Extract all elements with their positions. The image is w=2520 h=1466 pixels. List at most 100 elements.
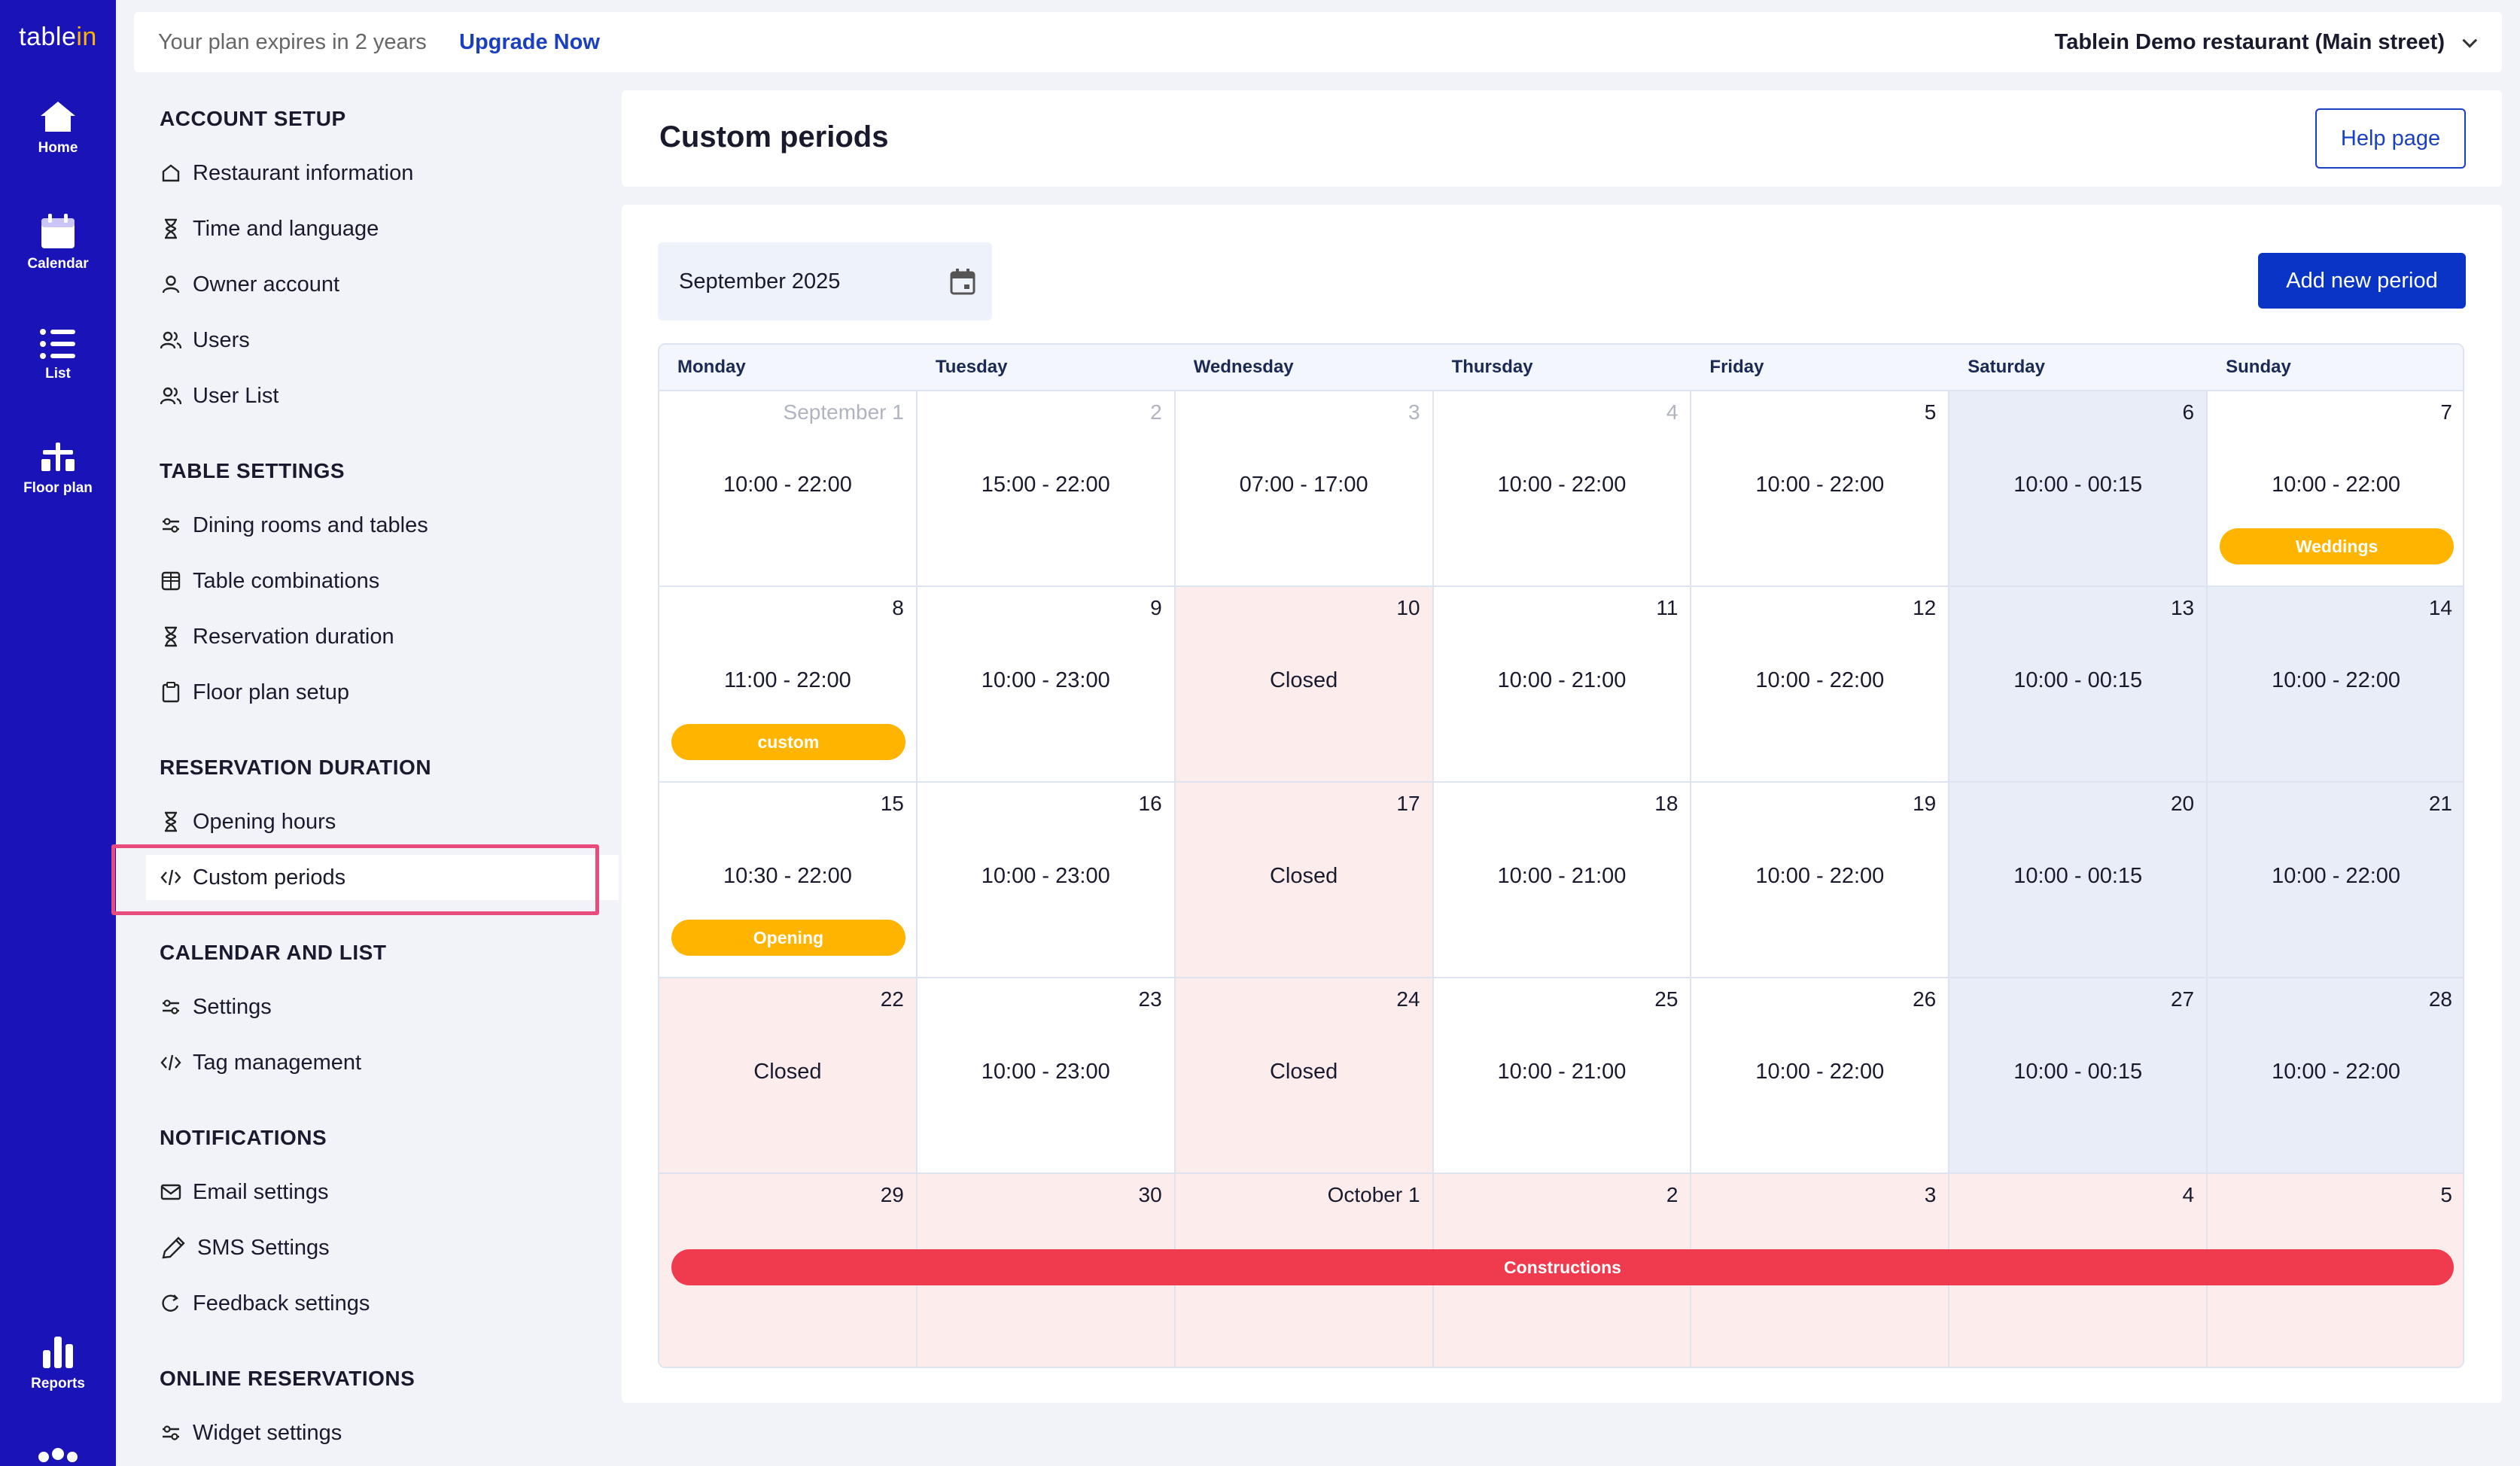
day-number: 12 [1913,596,1937,619]
rail-item-floor-plan[interactable]: Floor plan [0,439,116,497]
calendar-day-cell[interactable]: 10 Closed [1175,587,1434,783]
settings-item-reservation-duration[interactable]: Reservation duration [160,614,394,659]
calendar-day-cell[interactable]: 9 10:00 - 23:00 [917,587,1176,783]
calendar-day-cell[interactable]: 13 10:00 - 00:15 [1949,587,2208,783]
calendar-day-cell[interactable]: 21 10:00 - 22:00 [2208,783,2463,978]
settings-item-label: Tag management [193,1050,362,1075]
section-notifications: NOTIFICATIONS [160,1126,327,1149]
settings-item-opening-hours[interactable]: Opening hours [160,799,336,844]
settings-item-email-settings[interactable]: Email settings [160,1169,329,1215]
day-hours: 10:30 - 22:00 [723,864,852,888]
calendar-day-cell[interactable]: 19 10:00 - 22:00 [1691,783,1950,978]
day-number: 3 [1924,1183,1937,1206]
settings-item-table-combinations[interactable]: Table combinations [160,558,379,604]
weekday-label: Saturday [1968,357,2045,377]
settings-item-label: User List [193,383,279,408]
settings-item-label: Users [193,327,250,352]
settings-item-user-list[interactable]: User List [160,373,278,418]
user-icon [160,273,182,296]
day-hours: Closed [753,1060,822,1084]
day-number: 16 [1138,792,1162,815]
settings-item-restaurant-information[interactable]: Restaurant information [160,151,413,196]
table-grid-icon [160,570,182,592]
rail-label-calendar: Calendar [27,256,89,272]
calendar-day-cell[interactable]: 15 10:30 - 22:00 Opening [659,783,918,978]
settings-item-owner-account[interactable]: Owner account [160,262,339,307]
settings-item-widget-settings[interactable]: Widget settings [160,1410,342,1455]
settings-item-time-and-language[interactable]: Time and language [160,206,379,251]
day-hours: 10:00 - 22:00 [2272,473,2401,497]
calendar-day-cell[interactable]: 26 10:00 - 22:00 [1691,978,1950,1174]
code-icon [160,1051,182,1074]
rail-item-list[interactable]: List [0,328,116,382]
calendar-day-cell[interactable]: 27 10:00 - 00:15 [1949,978,2208,1174]
period-tag[interactable]: Weddings [2220,528,2454,564]
add-new-period-button[interactable]: Add new period [2258,253,2466,309]
day-number: 28 [2428,987,2452,1011]
settings-item-sms-settings[interactable]: SMS Settings [160,1225,330,1270]
rail-item-calendar[interactable]: Calendar [0,212,116,272]
calendar-day-cell[interactable]: 23 10:00 - 23:00 [917,978,1176,1174]
rail-item-reports[interactable]: Reports [0,1334,116,1392]
calendar-day-cell[interactable]: 22 Closed [659,978,918,1174]
calendar-day-cell[interactable]: 11 10:00 - 21:00 [1433,587,1692,783]
calendar-icon [950,269,975,295]
month-picker[interactable]: September 2025 [658,242,992,321]
constructions-period-tag[interactable]: Constructions [671,1249,2454,1285]
clipboard-icon [160,681,182,704]
day-hours: 10:00 - 21:00 [1497,1060,1627,1084]
calendar-day-cell[interactable]: 16 10:00 - 23:00 [917,783,1176,978]
calendar-day-cell[interactable]: 17 Closed [1175,783,1434,978]
upgrade-link[interactable]: Upgrade Now [459,30,600,54]
calendar-day-cell[interactable]: September 1 10:00 - 22:00 [659,391,918,587]
settings-item-tag-management[interactable]: Tag management [160,1040,361,1085]
settings-item-feedback-settings[interactable]: Feedback settings [160,1281,370,1326]
calendar-day-cell[interactable]: 28 10:00 - 22:00 [2208,978,2463,1174]
settings-item-settings[interactable]: Settings [160,984,272,1030]
rail-item-home[interactable]: Home [0,99,116,157]
users-icon[interactable] [36,1448,80,1466]
period-tag[interactable]: custom [671,724,905,760]
calendar-day-cell[interactable]: 4 10:00 - 22:00 [1433,391,1692,587]
day-hours: Closed [1269,1060,1338,1084]
day-hours: 10:00 - 22:00 [1755,864,1885,888]
day-number: 10 [1396,596,1420,619]
weekday-label: Tuesday [935,357,1008,377]
calendar-day-cell[interactable]: 2 15:00 - 22:00 [917,391,1176,587]
calendar-day-cell[interactable]: 12 10:00 - 22:00 [1691,587,1950,783]
calendar-day-cell[interactable]: 14 10:00 - 22:00 [2208,587,2463,783]
calendar-day-cell[interactable]: 24 Closed [1175,978,1434,1174]
restaurant-name: Tablein Demo restaurant (Main street) [2054,30,2445,54]
section-account-setup: ACCOUNT SETUP [160,107,346,130]
calendar-day-cell[interactable]: 25 10:00 - 21:00 [1433,978,1692,1174]
day-hours: 10:00 - 22:00 [1755,668,1885,692]
calendar-day-cell[interactable]: 6 10:00 - 00:15 [1949,391,2208,587]
tablein-logo[interactable]: tablein [19,23,97,51]
day-number: 13 [2170,596,2195,619]
settings-item-dining-rooms[interactable]: Dining rooms and tables [160,503,428,548]
settings-item-users[interactable]: Users [160,318,250,363]
calendar-day-cell[interactable]: 8 11:00 - 22:00 custom [659,587,918,783]
day-number: 27 [2170,987,2195,1011]
day-number: 4 [2182,1183,2195,1206]
day-number: 24 [1396,987,1420,1011]
calendar-day-cell[interactable]: 18 10:00 - 21:00 [1433,783,1692,978]
period-tag[interactable]: Opening [671,920,905,956]
day-hours: 07:00 - 17:00 [1239,473,1368,497]
calendar-day-cell[interactable]: 20 10:00 - 00:15 [1949,783,2208,978]
settings-item-custom-periods[interactable]: Custom periods [146,855,619,900]
feedback-icon [160,1292,182,1315]
day-hours: 11:00 - 22:00 [724,668,851,692]
weekday-label: Friday [1709,357,1764,377]
weekday-label: Monday [677,357,746,377]
help-page-button[interactable]: Help page [2315,108,2466,169]
settings-item-floor-plan-setup[interactable]: Floor plan setup [160,670,349,715]
month-label: September 2025 [679,269,841,294]
calendar-day-cell[interactable]: 5 10:00 - 22:00 [1691,391,1950,587]
calendar-day-cell[interactable]: 7 10:00 - 22:00 Weddings [2208,391,2463,587]
day-hours: 10:00 - 00:15 [2013,668,2143,692]
sliders-icon [160,1422,182,1444]
page-title: Custom periods [659,120,889,154]
restaurant-selector[interactable]: Tablein Demo restaurant (Main street) [2054,30,2478,55]
calendar-day-cell[interactable]: 3 07:00 - 17:00 [1175,391,1434,587]
